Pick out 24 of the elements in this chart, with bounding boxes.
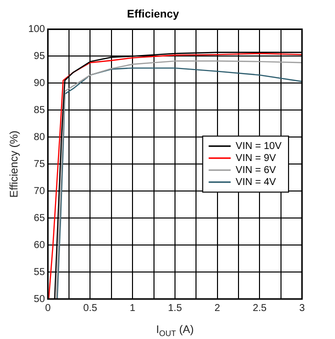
y-tick-label: 80 (34, 132, 46, 143)
legend-label: VIN = 9V (236, 152, 276, 164)
y-tick-label: 65 (34, 212, 46, 224)
legend-label: VIN = 4V (236, 176, 276, 188)
y-tick-label: 55 (34, 266, 46, 278)
y-axis-title: Efficiency (%) (8, 130, 21, 198)
y-tick-label: 90 (34, 78, 46, 89)
legend-label: VIN = 10V (236, 140, 282, 152)
x-tick-label: 1.5 (168, 302, 182, 314)
x-tick-label: 3 (299, 302, 306, 314)
x-tick-label: 0.5 (83, 302, 98, 314)
x-tick-label: 0 (45, 302, 52, 314)
y-tick-label: 75 (34, 158, 46, 170)
x-tick-label: 2.5 (252, 302, 268, 314)
x-tick-label: 1 (130, 302, 136, 314)
y-tick-label: 70 (34, 186, 46, 197)
y-tick-label: 50 (34, 294, 46, 305)
x-tick-label: 2 (214, 302, 221, 314)
chart-title: Efficiency (127, 8, 180, 21)
y-tick-label: 85 (34, 104, 46, 116)
y-tick-label: 60 (34, 240, 46, 251)
y-tick-label: 95 (34, 50, 46, 62)
y-tick-label: 100 (28, 24, 46, 35)
legend-label: VIN = 6V (236, 164, 276, 176)
